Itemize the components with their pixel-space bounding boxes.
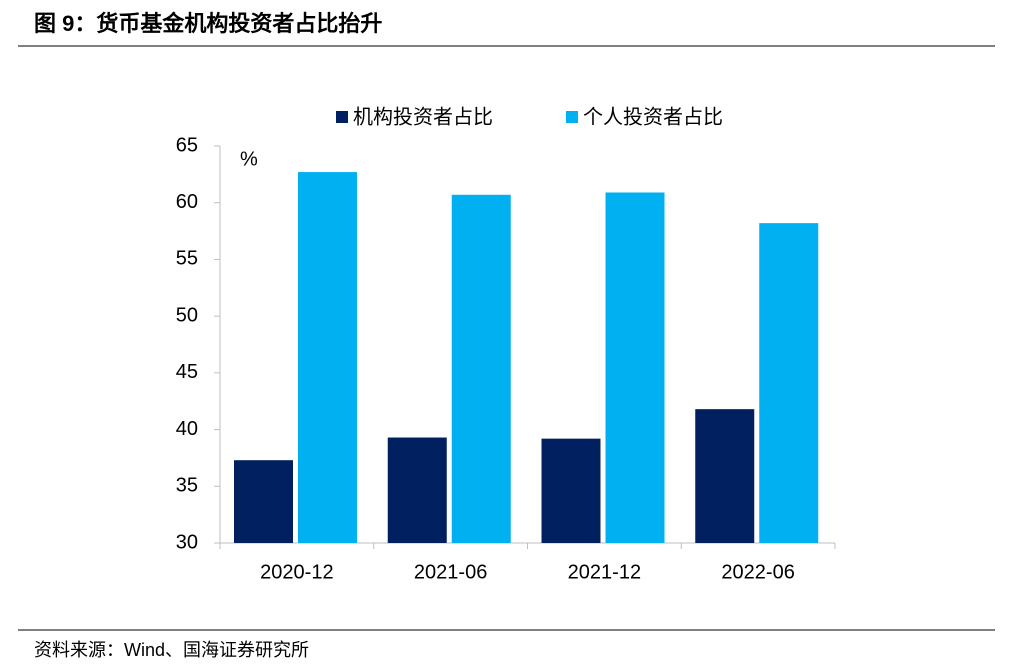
bar — [387, 437, 447, 543]
y-tick-label: 40 — [176, 418, 198, 440]
bar — [451, 194, 511, 543]
x-tick-label: 2020-12 — [260, 561, 333, 583]
bar — [695, 409, 755, 543]
bar — [541, 438, 601, 543]
bar — [605, 192, 665, 543]
legend-label: 机构投资者占比 — [353, 105, 493, 128]
source-note: 资料来源：Wind、国海证券研究所 — [34, 640, 309, 660]
y-tick-label: 50 — [176, 304, 198, 326]
y-tick-label: 45 — [176, 361, 198, 383]
y-tick-label: 65 — [176, 134, 198, 156]
y-tick-label: 30 — [176, 531, 198, 553]
x-tick-label: 2021-06 — [414, 561, 487, 583]
bar — [234, 460, 293, 543]
y-tick-label: 55 — [176, 248, 198, 270]
x-tick-label: 2021-12 — [568, 561, 641, 583]
legend-label: 个人投资者占比 — [583, 105, 723, 128]
legend-swatch — [336, 111, 348, 123]
y-tick-label: 35 — [176, 475, 198, 497]
legend-swatch — [566, 111, 578, 123]
chart-title: 图 9：货币基金机构投资者占比抬升 — [34, 11, 382, 36]
bar — [759, 223, 819, 544]
y-tick-label: 60 — [176, 191, 198, 213]
bar — [298, 172, 357, 544]
y-unit-label: % — [240, 148, 258, 170]
x-tick-label: 2022-06 — [721, 561, 794, 583]
